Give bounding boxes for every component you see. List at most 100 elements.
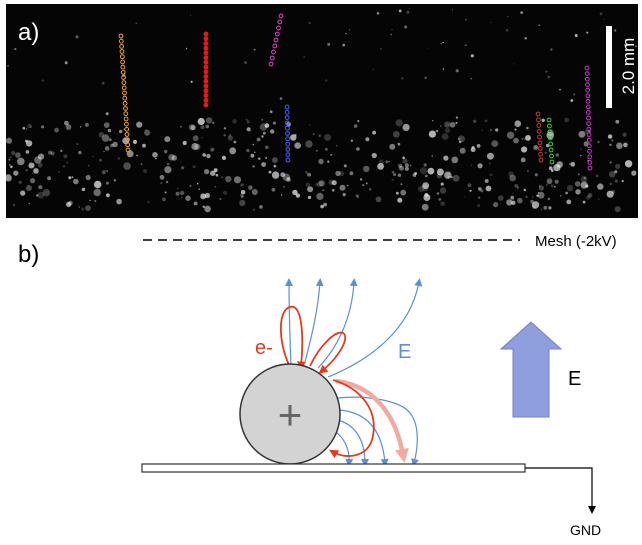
noise-speck [597, 183, 604, 190]
noise-speck [596, 174, 599, 178]
noise-speck [400, 189, 407, 196]
noise-speck [93, 188, 101, 197]
noise-speck [12, 203, 16, 207]
noise-speck [73, 178, 79, 185]
noise-speck [623, 43, 628, 47]
noise-speck [116, 198, 122, 205]
noise-speck [574, 34, 578, 37]
particle-track [535, 111, 544, 163]
noise-speck [110, 143, 114, 148]
noise-speck [232, 118, 238, 124]
noise-speck [181, 166, 185, 170]
noise-speck [342, 193, 346, 197]
track-point [586, 126, 592, 132]
track-point [549, 153, 554, 159]
noise-speck [315, 183, 319, 187]
noise-speck [444, 121, 451, 128]
noise-speck [514, 128, 517, 131]
noise-speck [621, 179, 624, 183]
noise-speck [451, 156, 459, 164]
field-direction-label: E [568, 368, 581, 390]
track-point [203, 97, 209, 103]
noise-speck [162, 197, 166, 202]
noise-speck [210, 170, 216, 176]
noise-speck [514, 120, 522, 127]
noise-speck [537, 191, 545, 199]
noise-speck [103, 150, 105, 153]
noise-speck [402, 156, 405, 160]
noise-speck [477, 163, 483, 169]
noise-speck [372, 68, 374, 70]
noise-speck [391, 170, 395, 174]
noise-speck [192, 135, 199, 142]
track-point [203, 36, 209, 42]
track-point [124, 132, 130, 137]
noise-speck [507, 15, 509, 18]
noise-speck [245, 118, 248, 121]
noise-speck [68, 200, 73, 206]
noise-speck [393, 173, 397, 177]
noise-speck [551, 169, 554, 172]
track-point [284, 115, 290, 120]
noise-speck [290, 134, 297, 141]
noise-speck [609, 161, 612, 164]
noise-speck [498, 195, 504, 201]
noise-speck [534, 173, 538, 177]
noise-speck [258, 157, 261, 160]
noise-speck [113, 179, 116, 182]
noise-speck [318, 158, 324, 165]
noise-speck [505, 28, 509, 32]
noise-speck [427, 48, 428, 49]
noise-speck [408, 8, 410, 10]
noise-speck [9, 156, 12, 159]
noise-speck [350, 139, 353, 142]
noise-speck [191, 142, 199, 151]
noise-speck [514, 184, 519, 188]
track-point [585, 93, 591, 99]
noise-speck [440, 201, 445, 206]
track-point [587, 160, 593, 165]
track-point [121, 80, 127, 85]
track-point [269, 55, 275, 61]
field-line [327, 278, 423, 378]
noise-speck [28, 202, 30, 205]
noise-speck [317, 180, 324, 187]
track-point [584, 76, 590, 82]
noise-speck [64, 61, 68, 65]
noise-speck [185, 195, 191, 201]
noise-speck [250, 153, 255, 158]
noise-speck [513, 63, 515, 65]
noise-speck [20, 190, 26, 196]
noise-speck [398, 9, 402, 13]
noise-speck [10, 165, 13, 169]
noise-speck [376, 12, 380, 15]
noise-speck [290, 170, 292, 172]
noise-speck [4, 174, 12, 182]
noise-speck [355, 194, 359, 198]
noise-speck [200, 193, 207, 200]
noise-speck [580, 154, 582, 157]
track-point [274, 31, 280, 37]
noise-speck [531, 196, 534, 198]
noise-speck [196, 182, 199, 185]
noise-speck [442, 41, 444, 44]
noise-speck [431, 155, 434, 157]
noise-speck [457, 137, 461, 141]
noise-speck [476, 144, 481, 148]
noise-speck [205, 117, 213, 124]
noise-speck [221, 176, 224, 179]
track-point [123, 116, 129, 122]
noise-speck [525, 135, 531, 141]
noise-speck [404, 25, 408, 29]
noise-speck [126, 150, 134, 158]
track-point [285, 141, 291, 147]
noise-speck [399, 165, 404, 171]
track-point [119, 44, 124, 49]
track-point [120, 64, 126, 70]
noise-speck [343, 164, 347, 168]
noise-speck [101, 81, 105, 85]
track-point [284, 109, 290, 115]
noise-speck [84, 122, 89, 127]
noise-speck [550, 48, 553, 51]
noise-speck [246, 120, 250, 124]
